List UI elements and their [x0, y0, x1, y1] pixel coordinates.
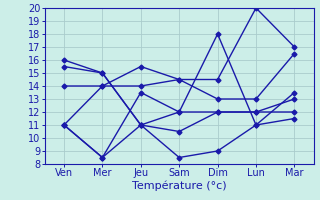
X-axis label: Température (°c): Température (°c) — [132, 181, 227, 191]
